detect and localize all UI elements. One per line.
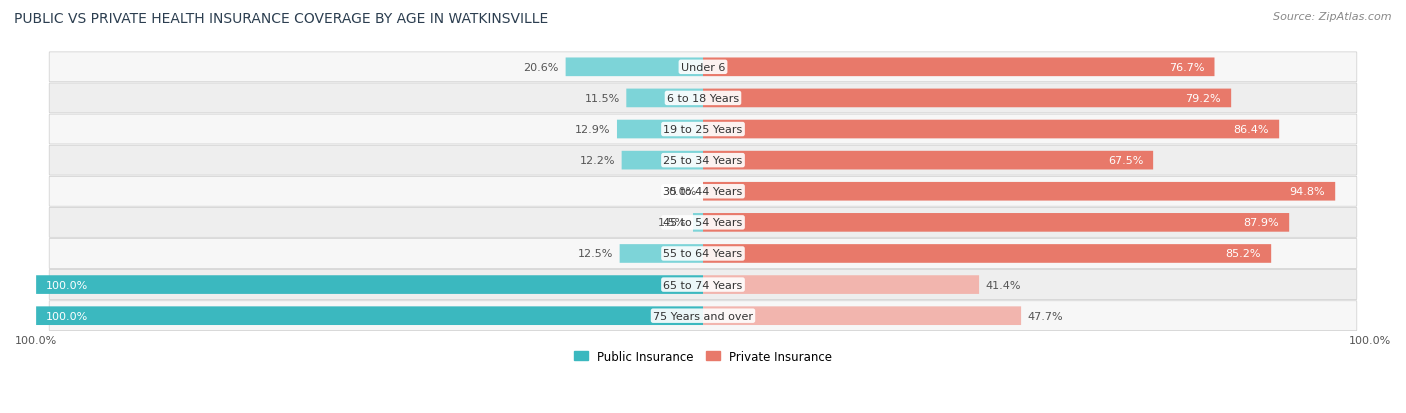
Text: 75 Years and over: 75 Years and over — [652, 311, 754, 321]
FancyBboxPatch shape — [37, 275, 703, 294]
FancyBboxPatch shape — [49, 53, 1357, 83]
FancyBboxPatch shape — [703, 121, 1279, 139]
Text: 45 to 54 Years: 45 to 54 Years — [664, 218, 742, 228]
FancyBboxPatch shape — [626, 89, 703, 108]
FancyBboxPatch shape — [617, 121, 703, 139]
Text: 12.2%: 12.2% — [579, 156, 614, 166]
FancyBboxPatch shape — [703, 152, 1153, 170]
Text: 41.4%: 41.4% — [986, 280, 1021, 290]
Text: 86.4%: 86.4% — [1233, 125, 1270, 135]
FancyBboxPatch shape — [703, 306, 1021, 325]
FancyBboxPatch shape — [49, 301, 1357, 331]
FancyBboxPatch shape — [703, 244, 1271, 263]
FancyBboxPatch shape — [703, 89, 1232, 108]
FancyBboxPatch shape — [49, 239, 1357, 269]
FancyBboxPatch shape — [49, 84, 1357, 114]
Text: 19 to 25 Years: 19 to 25 Years — [664, 125, 742, 135]
Text: 79.2%: 79.2% — [1185, 94, 1222, 104]
Text: 1.5%: 1.5% — [658, 218, 686, 228]
Text: 0.0%: 0.0% — [668, 187, 696, 197]
Text: 20.6%: 20.6% — [523, 63, 560, 73]
FancyBboxPatch shape — [703, 275, 979, 294]
FancyBboxPatch shape — [703, 183, 1336, 201]
FancyBboxPatch shape — [565, 58, 703, 77]
FancyBboxPatch shape — [37, 306, 703, 325]
Text: 94.8%: 94.8% — [1289, 187, 1326, 197]
Text: 85.2%: 85.2% — [1226, 249, 1261, 259]
FancyBboxPatch shape — [49, 177, 1357, 206]
Text: 12.9%: 12.9% — [575, 125, 610, 135]
FancyBboxPatch shape — [49, 270, 1357, 300]
Text: Under 6: Under 6 — [681, 63, 725, 73]
FancyBboxPatch shape — [620, 244, 703, 263]
Legend: Public Insurance, Private Insurance: Public Insurance, Private Insurance — [569, 345, 837, 368]
Text: 100.0%: 100.0% — [46, 311, 89, 321]
Text: 35 to 44 Years: 35 to 44 Years — [664, 187, 742, 197]
Text: 55 to 64 Years: 55 to 64 Years — [664, 249, 742, 259]
FancyBboxPatch shape — [703, 214, 1289, 232]
Text: 100.0%: 100.0% — [46, 280, 89, 290]
Text: 47.7%: 47.7% — [1028, 311, 1063, 321]
FancyBboxPatch shape — [49, 208, 1357, 238]
Text: 12.5%: 12.5% — [578, 249, 613, 259]
Text: 76.7%: 76.7% — [1168, 63, 1205, 73]
Text: Source: ZipAtlas.com: Source: ZipAtlas.com — [1274, 12, 1392, 22]
Text: 67.5%: 67.5% — [1108, 156, 1143, 166]
FancyBboxPatch shape — [49, 146, 1357, 176]
Text: 87.9%: 87.9% — [1243, 218, 1279, 228]
Text: PUBLIC VS PRIVATE HEALTH INSURANCE COVERAGE BY AGE IN WATKINSVILLE: PUBLIC VS PRIVATE HEALTH INSURANCE COVER… — [14, 12, 548, 26]
FancyBboxPatch shape — [49, 115, 1357, 145]
Text: 11.5%: 11.5% — [585, 94, 620, 104]
Text: 65 to 74 Years: 65 to 74 Years — [664, 280, 742, 290]
FancyBboxPatch shape — [621, 152, 703, 170]
FancyBboxPatch shape — [693, 214, 703, 232]
Text: 25 to 34 Years: 25 to 34 Years — [664, 156, 742, 166]
FancyBboxPatch shape — [703, 58, 1215, 77]
Text: 6 to 18 Years: 6 to 18 Years — [666, 94, 740, 104]
